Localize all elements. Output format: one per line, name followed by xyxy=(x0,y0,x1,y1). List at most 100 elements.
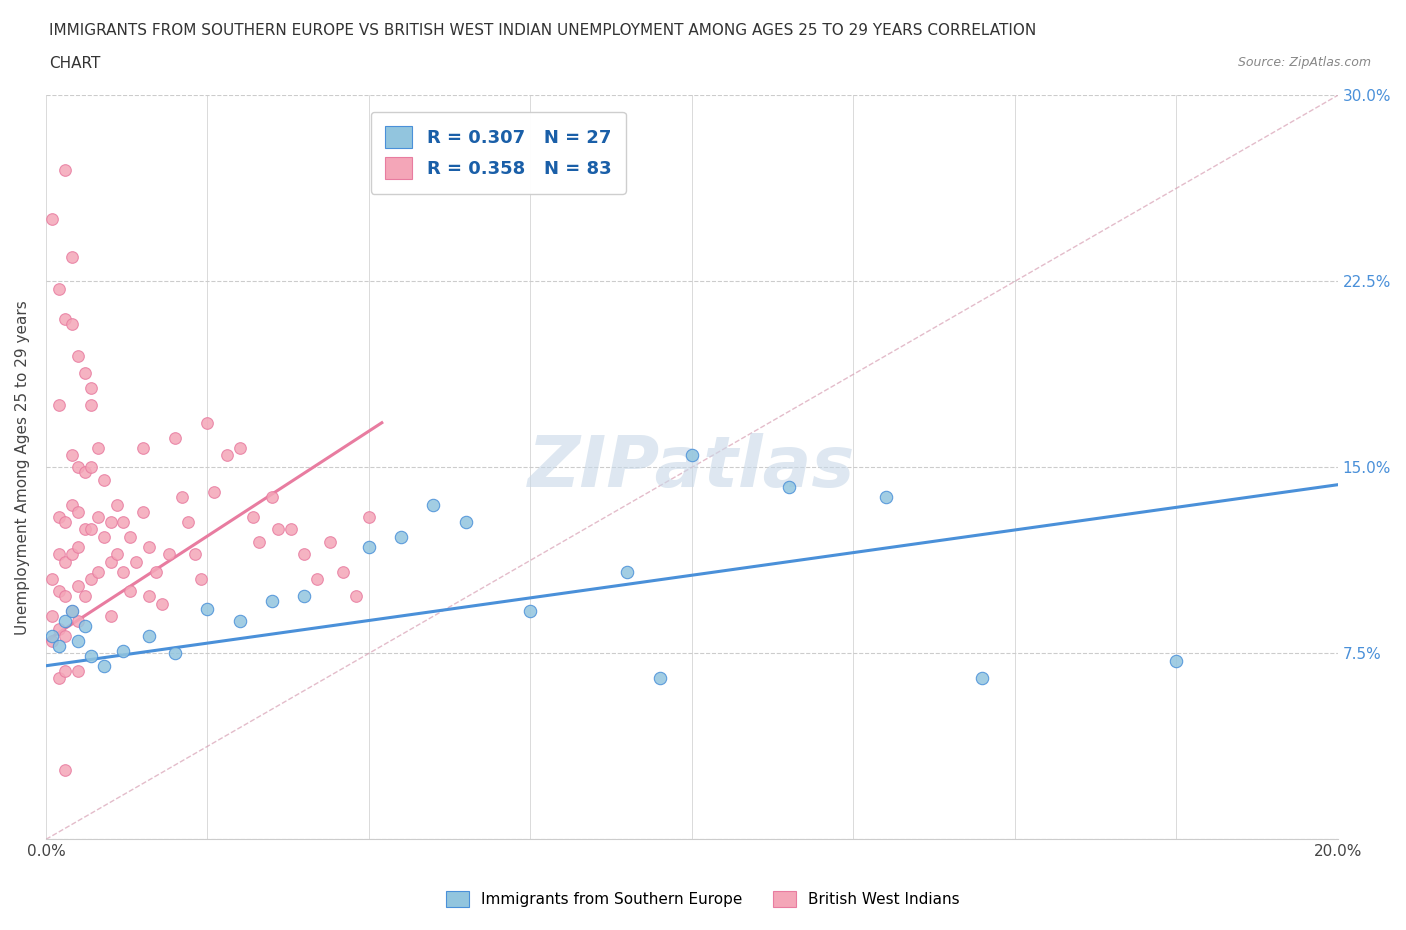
Point xyxy=(344,589,367,604)
Point xyxy=(319,535,342,550)
Point xyxy=(48,584,70,599)
Point xyxy=(112,514,135,529)
Point xyxy=(681,447,703,462)
Point xyxy=(183,547,205,562)
Point xyxy=(48,671,70,685)
Point xyxy=(292,589,315,604)
Point xyxy=(73,589,96,604)
Point xyxy=(138,539,160,554)
Point xyxy=(60,498,83,512)
Text: IMMIGRANTS FROM SOUTHERN EUROPE VS BRITISH WEST INDIAN UNEMPLOYMENT AMONG AGES 2: IMMIGRANTS FROM SOUTHERN EUROPE VS BRITI… xyxy=(49,23,1036,38)
Point xyxy=(138,629,160,644)
Point xyxy=(778,480,800,495)
Point xyxy=(247,535,270,550)
Point xyxy=(307,572,329,587)
Point xyxy=(118,529,141,544)
Point xyxy=(875,490,897,505)
Point xyxy=(60,547,83,562)
Point xyxy=(41,212,63,227)
Y-axis label: Unemployment Among Ages 25 to 29 years: Unemployment Among Ages 25 to 29 years xyxy=(15,300,30,635)
Point xyxy=(86,510,108,525)
Point xyxy=(86,440,108,455)
Point xyxy=(132,440,155,455)
Point xyxy=(648,671,671,685)
Point xyxy=(118,584,141,599)
Point xyxy=(150,596,173,611)
Point xyxy=(190,572,212,587)
Point xyxy=(357,539,380,554)
Point xyxy=(145,565,167,579)
Point xyxy=(454,514,477,529)
Point xyxy=(60,316,83,331)
Point xyxy=(60,604,83,618)
Point xyxy=(41,572,63,587)
Point xyxy=(80,648,103,663)
Point xyxy=(202,485,225,499)
Point xyxy=(53,589,76,604)
Point xyxy=(93,529,115,544)
Point xyxy=(67,579,90,594)
Point xyxy=(67,539,90,554)
Point xyxy=(215,447,238,462)
Point xyxy=(41,609,63,624)
Point xyxy=(105,498,128,512)
Point xyxy=(972,671,994,685)
Point xyxy=(73,618,96,633)
Point xyxy=(100,514,122,529)
Point xyxy=(86,565,108,579)
Text: ZIPatlas: ZIPatlas xyxy=(529,432,855,502)
Point xyxy=(53,514,76,529)
Point xyxy=(41,633,63,648)
Point xyxy=(242,510,264,525)
Point xyxy=(228,440,250,455)
Point xyxy=(60,604,83,618)
Text: CHART: CHART xyxy=(49,56,101,71)
Point xyxy=(165,646,187,661)
Point xyxy=(48,398,70,413)
Point xyxy=(67,505,90,520)
Point xyxy=(48,547,70,562)
Point xyxy=(73,365,96,380)
Point xyxy=(519,604,541,618)
Point xyxy=(260,490,283,505)
Point xyxy=(616,565,638,579)
Point xyxy=(80,572,103,587)
Point xyxy=(389,529,412,544)
Point xyxy=(125,554,148,569)
Point xyxy=(67,614,90,629)
Point xyxy=(41,629,63,644)
Point xyxy=(93,658,115,673)
Point xyxy=(53,312,76,326)
Point xyxy=(67,460,90,475)
Point xyxy=(53,163,76,178)
Point xyxy=(228,614,250,629)
Point xyxy=(67,349,90,364)
Point xyxy=(80,380,103,395)
Point xyxy=(67,633,90,648)
Point xyxy=(170,490,193,505)
Point xyxy=(112,565,135,579)
Point xyxy=(132,505,155,520)
Point xyxy=(260,594,283,609)
Point xyxy=(53,763,76,777)
Legend: Immigrants from Southern Europe, British West Indians: Immigrants from Southern Europe, British… xyxy=(440,884,966,913)
Point xyxy=(332,565,354,579)
Point xyxy=(60,447,83,462)
Point xyxy=(197,602,219,617)
Point xyxy=(177,514,200,529)
Point xyxy=(53,554,76,569)
Point xyxy=(53,663,76,678)
Point xyxy=(280,522,302,537)
Point xyxy=(80,522,103,537)
Point xyxy=(60,249,83,264)
Point xyxy=(53,614,76,629)
Point xyxy=(53,629,76,644)
Point xyxy=(93,472,115,487)
Point xyxy=(100,554,122,569)
Point xyxy=(48,639,70,654)
Point xyxy=(80,398,103,413)
Point xyxy=(48,510,70,525)
Point xyxy=(112,644,135,658)
Point xyxy=(357,510,380,525)
Point xyxy=(422,498,444,512)
